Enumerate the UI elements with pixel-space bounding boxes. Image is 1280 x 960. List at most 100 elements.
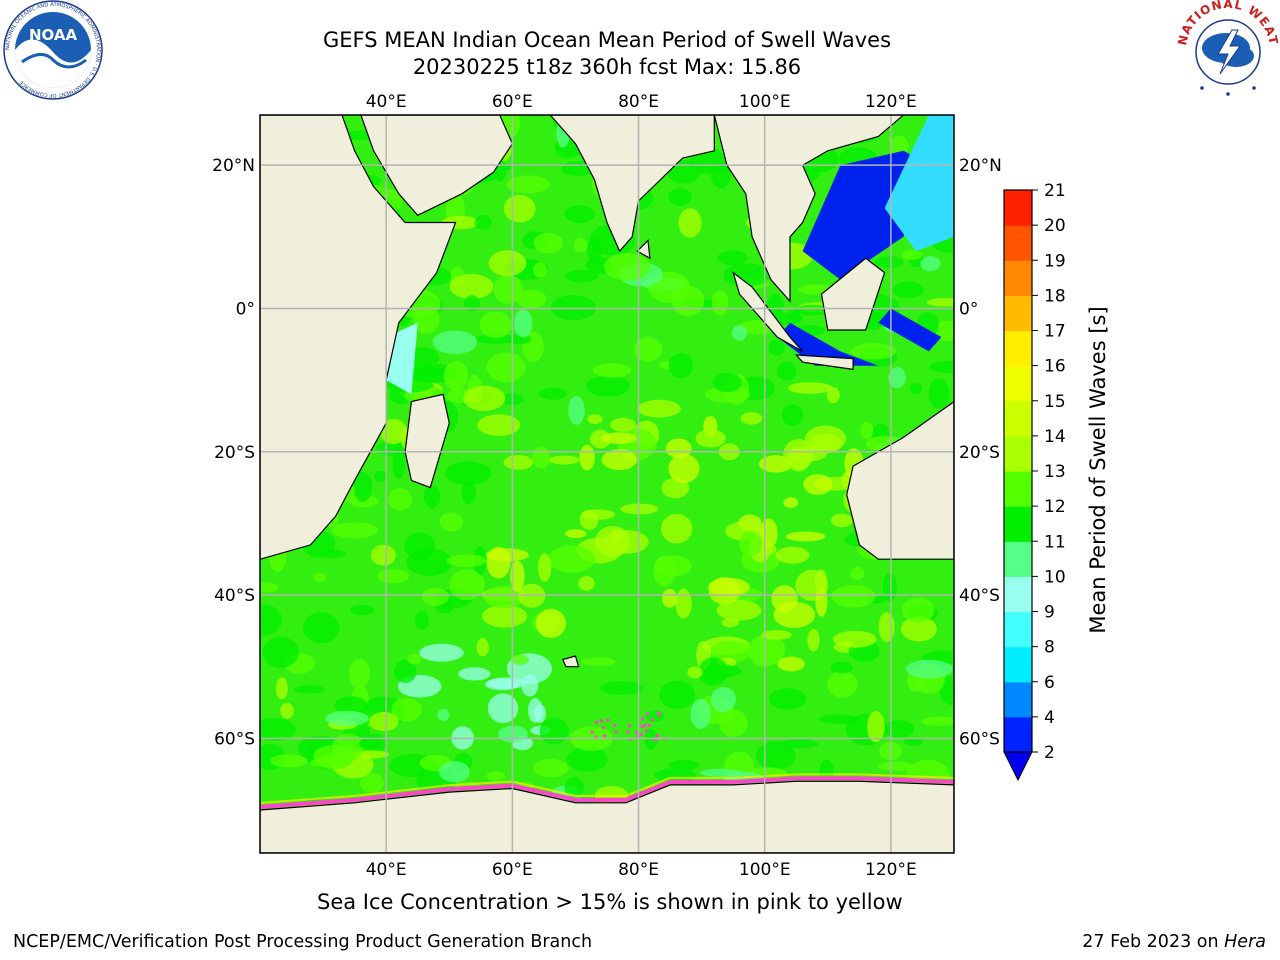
field-patch xyxy=(533,262,547,278)
field-patch xyxy=(595,526,631,557)
colorbar-segment xyxy=(1004,471,1032,507)
lat-tick-label-left: 40°S xyxy=(214,586,255,606)
colorbar-tick-label: 12 xyxy=(1044,497,1066,517)
ice-speckle xyxy=(656,734,660,738)
colorbar-tick-label: 18 xyxy=(1044,286,1066,306)
field-patch xyxy=(350,604,374,616)
sea-ice-edge xyxy=(260,711,954,810)
field-patch xyxy=(883,720,915,739)
field-patch xyxy=(539,387,567,400)
map-subtitle: 20230225 t18z 360h fcst Max: 15.86 xyxy=(412,55,802,79)
credit-host: Hera xyxy=(1224,932,1266,952)
field-patch xyxy=(533,758,569,778)
ice-edge-segment xyxy=(354,784,450,797)
field-patch xyxy=(415,610,430,630)
field-patch xyxy=(783,439,814,470)
ice-speckle xyxy=(614,730,618,734)
field-patch xyxy=(533,704,547,723)
field-patch xyxy=(488,250,527,277)
lon-tick-label-top: 60°E xyxy=(492,92,533,112)
field-patch xyxy=(437,708,450,722)
field-patch xyxy=(600,432,637,445)
field-patch xyxy=(909,383,922,395)
field-patch xyxy=(463,385,506,411)
field-patch xyxy=(877,761,914,772)
field-patch xyxy=(783,497,799,508)
field-patch xyxy=(548,545,596,573)
field-patch xyxy=(421,587,449,606)
land-polygon xyxy=(820,257,886,331)
field-patch xyxy=(443,360,468,391)
field-patch xyxy=(739,531,763,557)
colorbar-tick-label: 17 xyxy=(1044,322,1066,342)
field-patch xyxy=(671,285,705,316)
field-patch xyxy=(748,635,778,667)
field-patch xyxy=(785,531,826,542)
field-patch xyxy=(803,474,833,495)
short-period-region xyxy=(878,308,942,352)
ice-speckle xyxy=(594,735,598,739)
field-patch xyxy=(564,777,585,798)
lat-tick-label-right: 20°S xyxy=(959,443,1000,463)
field-patch xyxy=(325,710,369,727)
field-patch xyxy=(474,215,493,230)
ice-edge-segment xyxy=(449,783,513,792)
field-patch xyxy=(394,659,417,684)
field-patch xyxy=(668,188,693,206)
field-patch xyxy=(654,555,692,577)
sea-ice-note: Sea Ice Concentration > 15% is shown in … xyxy=(317,890,903,914)
field-patch xyxy=(476,638,489,657)
field-patch xyxy=(710,687,736,713)
field-patch xyxy=(794,304,830,316)
colorbar-tick-label: 6 xyxy=(1044,673,1055,693)
field-patch xyxy=(902,597,935,623)
credit-date-text: 27 Feb 2023 on xyxy=(1082,932,1225,952)
field-patch xyxy=(548,455,580,465)
field-patch xyxy=(773,601,816,628)
field-patch xyxy=(538,553,552,582)
lat-tick-label-left: 20°N xyxy=(212,156,255,176)
field-patch xyxy=(678,208,702,238)
lat-tick-label-left: 20°S xyxy=(214,443,255,463)
field-patch xyxy=(775,546,810,564)
field-patch xyxy=(809,433,843,454)
lon-tick-label-bottom: 40°E xyxy=(366,860,407,880)
colorbar-segment xyxy=(1004,190,1032,226)
field-patch xyxy=(533,233,564,254)
ice-speckle xyxy=(590,730,594,734)
field-patch xyxy=(303,612,340,644)
field-patch xyxy=(661,477,690,499)
field-patch xyxy=(479,311,512,339)
field-patch xyxy=(461,480,476,505)
field-patch xyxy=(755,741,796,770)
field-patch xyxy=(260,582,279,593)
field-patch xyxy=(419,643,464,662)
colorbar-tick-label: 16 xyxy=(1044,357,1066,377)
field-patch xyxy=(600,681,644,695)
field-patch xyxy=(439,512,463,532)
land-polygon xyxy=(260,780,954,853)
field-patch xyxy=(449,273,494,300)
ice-edge-segment xyxy=(260,797,355,810)
map-title: GEFS MEAN Indian Ocean Mean Period of Sw… xyxy=(322,28,892,52)
field-patch xyxy=(432,330,478,355)
lat-tick-label-left: 60°S xyxy=(214,729,255,749)
lon-tick-label-top: 40°E xyxy=(366,92,407,112)
colorbar-segment xyxy=(1004,506,1032,542)
field-patch xyxy=(539,717,569,745)
field-patch xyxy=(668,353,694,379)
field-patch xyxy=(900,616,937,642)
field-patch xyxy=(731,325,748,341)
colorbar-segment xyxy=(1004,541,1032,577)
ice-speckle xyxy=(648,723,652,727)
field-patch xyxy=(486,770,506,781)
field-patch xyxy=(892,281,924,299)
field-patch xyxy=(370,544,396,566)
field-patch xyxy=(903,737,923,746)
field-patch xyxy=(717,250,748,266)
colorbar-label: Mean Period of Swell Waves [s] xyxy=(1086,306,1110,634)
ice-speckle xyxy=(635,730,639,734)
field-patch xyxy=(929,360,954,373)
field-patch xyxy=(633,337,663,362)
ice-speckle xyxy=(606,718,610,722)
